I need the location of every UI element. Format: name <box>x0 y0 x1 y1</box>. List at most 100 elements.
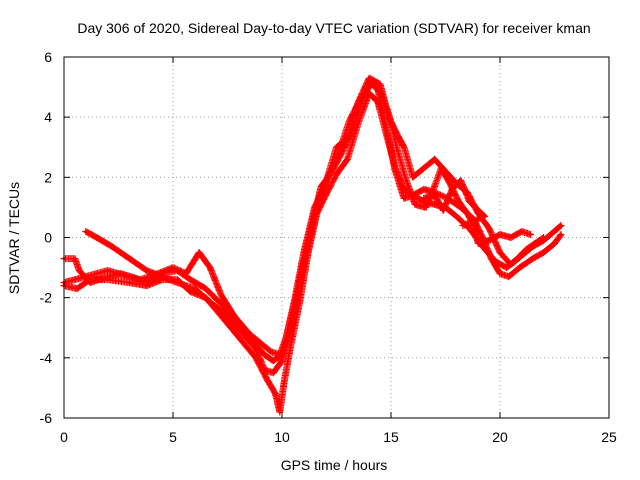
data-point <box>505 266 509 270</box>
data-point <box>404 178 408 182</box>
data-point <box>433 184 437 188</box>
data-point <box>387 112 391 116</box>
data-point <box>467 226 471 230</box>
y-axis-label: SDTVAR / TECUs <box>6 182 22 294</box>
data-point <box>265 377 269 381</box>
data-point <box>269 350 273 354</box>
data-point <box>553 242 556 246</box>
data-point <box>263 353 267 357</box>
data-point <box>507 275 511 279</box>
data-point <box>315 202 319 206</box>
data-point <box>542 251 546 255</box>
data-point <box>378 82 382 86</box>
data-point <box>73 257 77 261</box>
data-point <box>160 275 164 279</box>
chart-title: Day 306 of 2020, Sidereal Day-to-day VTE… <box>77 20 590 36</box>
y-tick-label: -2 <box>40 290 53 306</box>
data-point <box>454 214 458 218</box>
data-point <box>232 314 236 318</box>
data-point <box>413 202 417 206</box>
data-point <box>258 341 262 345</box>
data-point <box>127 281 131 285</box>
data-point <box>481 236 485 239</box>
data-layer <box>60 74 565 416</box>
data-point <box>542 239 546 243</box>
data-point <box>559 232 563 236</box>
data-point <box>498 272 502 276</box>
data-point <box>306 245 310 249</box>
data-point <box>476 242 480 246</box>
x-tick-label: 5 <box>169 429 177 445</box>
data-point <box>280 359 284 363</box>
data-point <box>518 266 522 270</box>
data-point <box>236 335 240 339</box>
series-trace-5 <box>420 176 489 229</box>
data-point <box>247 332 251 336</box>
data-point <box>219 293 223 297</box>
data-point <box>278 353 282 357</box>
data-point <box>483 214 487 218</box>
x-axis-label: GPS time / hours <box>281 457 388 473</box>
data-point <box>422 166 426 170</box>
data-point <box>75 287 79 291</box>
data-point <box>367 76 371 80</box>
y-tick-label: 6 <box>44 49 52 65</box>
data-point <box>356 121 360 125</box>
data-point <box>487 239 491 243</box>
data-point <box>271 359 275 363</box>
data-point <box>348 118 352 122</box>
x-tick-label: 15 <box>383 429 399 445</box>
data-point <box>324 193 328 197</box>
data-point <box>188 278 192 282</box>
data-point <box>402 187 406 191</box>
data-point <box>210 302 214 306</box>
data-point <box>378 88 382 92</box>
data-point <box>171 266 175 270</box>
data-point <box>326 175 330 179</box>
data-point <box>396 133 400 137</box>
data-point <box>509 236 513 239</box>
data-point <box>241 332 245 336</box>
data-point <box>127 257 131 261</box>
data-point <box>369 82 373 86</box>
data-point <box>119 272 123 276</box>
data-point <box>376 100 380 104</box>
series-trace-4 <box>82 80 534 377</box>
data-point <box>448 181 452 185</box>
data-point <box>106 269 110 273</box>
data-point <box>219 314 223 318</box>
data-point <box>297 284 301 288</box>
data-point <box>498 251 502 255</box>
data-point <box>439 166 443 170</box>
x-tick-label: 10 <box>274 429 290 445</box>
data-point <box>441 208 445 212</box>
data-point <box>461 223 465 227</box>
data-point <box>494 260 498 264</box>
data-point <box>402 196 406 200</box>
data-point <box>271 371 275 375</box>
data-point <box>219 302 223 306</box>
data-point <box>393 166 397 170</box>
data-point <box>289 329 293 333</box>
data-point <box>411 175 415 179</box>
data-point <box>188 290 192 294</box>
data-point <box>263 368 267 372</box>
data-point <box>197 251 201 255</box>
data-point <box>95 236 99 239</box>
data-point <box>208 266 212 270</box>
data-point <box>465 211 469 215</box>
data-point <box>531 245 535 249</box>
data-point <box>476 208 480 212</box>
data-point <box>520 229 524 233</box>
data-point <box>110 245 114 249</box>
data-point <box>138 278 142 282</box>
data-point <box>424 205 428 209</box>
data-point <box>559 223 563 227</box>
data-point <box>450 187 454 191</box>
data-point <box>422 187 426 191</box>
data-point <box>254 347 258 351</box>
y-tick-label: -4 <box>40 350 53 366</box>
data-point <box>498 232 502 236</box>
data-point <box>273 392 277 396</box>
